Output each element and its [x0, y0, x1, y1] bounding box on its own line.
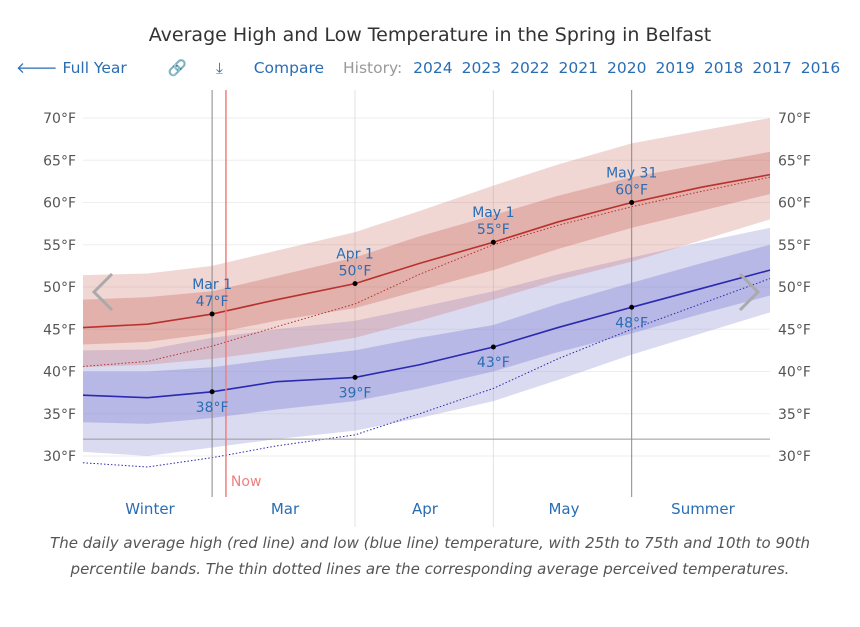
data-point: [209, 389, 215, 395]
y-tick-left: 35°F: [43, 407, 76, 423]
chart-caption: The daily average high (red line) and lo…: [50, 534, 810, 578]
history-year-2018[interactable]: 2018: [703, 59, 744, 77]
temperature-chart: 30°F 30°F 35°F 35°F 40°F 40°F 45°F 45°F 50°F 50°F…: [43, 90, 811, 527]
y-tick-left: 50°F: [43, 280, 76, 296]
y-tick-right: 50°F: [778, 280, 811, 296]
y-tick-right: 70°F: [778, 111, 811, 127]
x-label: May: [548, 500, 579, 518]
y-tick-right: 35°F: [778, 407, 811, 423]
low-line: [82, 269, 771, 399]
data-point: [209, 311, 215, 317]
compare-link[interactable]: Compare: [253, 59, 325, 77]
history-year-2016[interactable]: 2016: [800, 59, 841, 77]
history-label: History:: [342, 59, 403, 77]
annotation-date: Apr 1: [336, 247, 374, 263]
x-label: Winter: [125, 500, 175, 518]
y-tick-left: 30°F: [43, 449, 76, 465]
prev-arrow-icon[interactable]: [91, 272, 114, 312]
y-tick-left: 55°F: [43, 238, 76, 254]
annotation-value: 39°F: [339, 385, 372, 401]
annotation-value: 48°F: [615, 315, 648, 331]
y-tick-right: 40°F: [778, 365, 811, 381]
chart-title: Average High and Low Temperature in the …: [148, 24, 712, 46]
data-point: [352, 374, 358, 380]
high-25-75-band: [83, 151, 770, 345]
annotation-value: 50°F: [339, 264, 372, 280]
high-perceived-line: [82, 176, 771, 367]
y-tick-left: 40°F: [43, 365, 76, 381]
annotation-value: 60°F: [615, 183, 648, 199]
history-year-2020[interactable]: 2020: [606, 59, 647, 77]
annotation-value: 47°F: [196, 294, 229, 310]
annotation-value: 38°F: [196, 400, 229, 416]
annotation-date: May 31: [606, 166, 657, 182]
full-year-label: Full Year: [62, 59, 127, 77]
next-arrow-icon[interactable]: [738, 272, 761, 312]
data-point: [490, 344, 496, 350]
y-tick-right: 60°F: [778, 196, 811, 212]
annotation-date: May 1: [472, 205, 514, 221]
history-year-2023[interactable]: 2023: [461, 59, 502, 77]
link-icon[interactable]: 🔗: [167, 59, 187, 77]
history-year-2019[interactable]: 2019: [655, 59, 695, 77]
annotation-date: Mar 1: [192, 277, 232, 293]
annotation-value: 43°F: [477, 355, 510, 371]
history-year-2024[interactable]: 2024: [413, 59, 453, 77]
history-year-2017[interactable]: 2017: [752, 59, 792, 77]
y-tick-left: 45°F: [43, 322, 76, 338]
history-year-2021[interactable]: 2021: [558, 59, 598, 77]
low-10-90-band: [83, 227, 770, 456]
annotation-value: 55°F: [477, 222, 510, 238]
data-point: [629, 304, 635, 310]
high-line: [82, 173, 771, 329]
low-perceived-line: [82, 278, 771, 468]
low-25-75-band: [83, 244, 770, 424]
y-tick-right: 65°F: [778, 153, 811, 169]
x-label: Summer: [671, 500, 735, 518]
y-tick-right: 55°F: [778, 238, 811, 254]
history-year-2022[interactable]: 2022: [510, 59, 550, 77]
data-point: [352, 281, 358, 287]
y-tick-left: 60°F: [43, 196, 76, 212]
download-icon[interactable]: ⤓: [215, 59, 223, 77]
y-tick-right: 45°F: [778, 322, 811, 338]
data-point: [490, 239, 496, 245]
x-label: Mar: [271, 500, 300, 518]
y-tick-right: 30°F: [778, 449, 811, 465]
y-tick-left: 70°F: [43, 111, 76, 127]
full-year-link[interactable]: 🡐 Full Year: [16, 59, 127, 77]
data-point: [629, 200, 635, 205]
nav-bar: 🡐 Full Year 🔗 ⤓ Compare History: 2024 202…: [16, 58, 860, 78]
now-label: Now: [231, 474, 262, 490]
y-tick-left: 65°F: [43, 153, 76, 169]
x-label: Apr: [412, 500, 439, 518]
